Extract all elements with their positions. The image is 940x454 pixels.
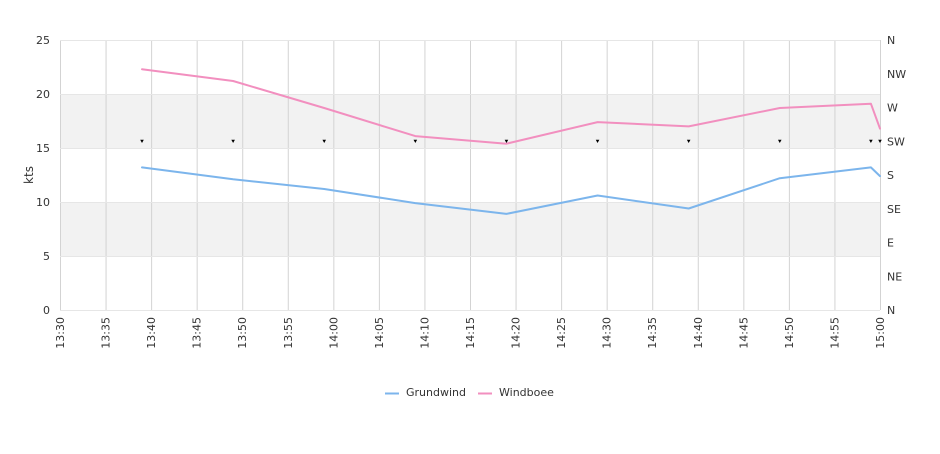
x-tick-label: 13:55: [282, 317, 295, 349]
y2-tick-label: S: [887, 169, 894, 182]
x-tick-label: 13:45: [191, 317, 204, 349]
y2-tick-label: NW: [887, 68, 906, 81]
y2-axis-ticks: N NE E SE S SW W NW N: [887, 34, 906, 317]
direction-marker: [140, 139, 144, 144]
legend[interactable]: Grundwind Windboee: [385, 386, 554, 399]
y2-tick-label: NE: [887, 270, 902, 283]
y-tick-label: 0: [43, 304, 50, 317]
direction-marker: [322, 139, 327, 144]
y2-tick-label: N: [887, 34, 895, 47]
x-tick-label: 15:00: [874, 317, 887, 349]
x-tick-label: 14:05: [373, 317, 386, 349]
y-tick-label: 15: [36, 142, 50, 155]
x-tick-label: 14:20: [510, 317, 523, 349]
x-axis-ticks: 13:30 13:35 13:40 13:45 13:50 13:55 14:00 14:05…: [54, 317, 887, 349]
series-line-grundwind: [141, 166, 881, 215]
x-tick-label: 14:35: [646, 317, 659, 349]
x-tick-label: 14:45: [737, 317, 750, 349]
x-tick-label: 13:35: [100, 317, 113, 349]
grid-lines: [60, 40, 881, 311]
series-line-windboee: [141, 68, 881, 145]
series-lines: [141, 68, 881, 215]
y-axis-ticks: 0 5 10 15 20 25: [36, 34, 50, 317]
x-tick-label: 14:10: [418, 317, 431, 349]
y-tick-label: 25: [36, 34, 50, 47]
direction-marker: [869, 139, 873, 144]
direction-marker: [777, 139, 782, 144]
x-tick-label: 13:40: [145, 317, 158, 349]
y2-tick-label: N: [887, 304, 895, 317]
x-tick-label: 14:25: [555, 317, 568, 349]
direction-marker: [413, 139, 418, 144]
y2-tick-label: W: [887, 102, 898, 115]
y-tick-label: 20: [36, 88, 50, 101]
x-tick-label: 13:30: [54, 317, 67, 349]
legend-item-label: Windboee: [499, 386, 554, 399]
x-tick-label: 14:30: [601, 317, 614, 349]
legend-item-label: Grundwind: [406, 386, 466, 399]
y2-tick-label: SW: [887, 135, 905, 148]
x-tick-label: 14:00: [327, 317, 340, 349]
direction-marker: [595, 139, 600, 144]
x-tick-label: 14:15: [464, 317, 477, 349]
x-tick-label: 14:55: [828, 317, 841, 349]
x-tick-label: 14:40: [692, 317, 705, 349]
direction-marker: [686, 139, 691, 144]
direction-markers: [140, 139, 882, 144]
y2-tick-label: SE: [887, 203, 901, 216]
y-tick-label: 5: [43, 250, 50, 263]
y-tick-label: 10: [36, 196, 50, 209]
direction-marker: [878, 139, 882, 144]
direction-marker: [231, 139, 235, 144]
direction-marker: [504, 139, 509, 144]
x-tick-label: 13:50: [236, 317, 249, 349]
x-tick-label: 14:50: [783, 317, 796, 349]
y-axis-title: kts: [22, 166, 36, 184]
y2-tick-label: E: [887, 237, 894, 250]
